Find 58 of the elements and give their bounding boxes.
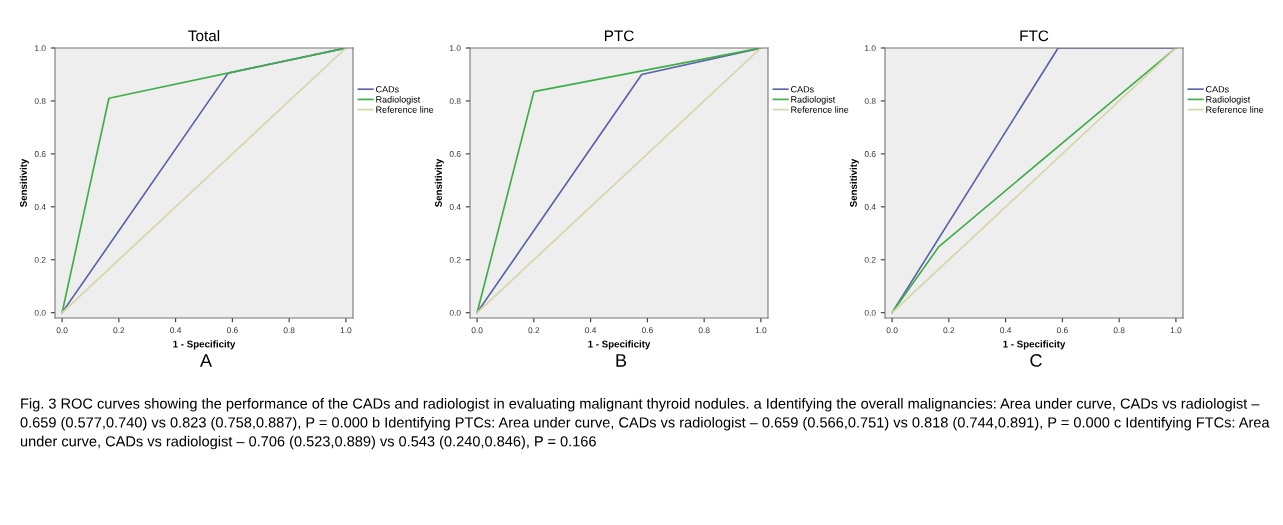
y-tick-label: 0.2 — [449, 256, 461, 263]
x-tick-label: 0.2 — [528, 327, 540, 334]
x-tick-label: 0.8 — [698, 327, 710, 334]
y-tick-label: 0.0 — [34, 309, 46, 316]
y-tick-label: 0.6 — [34, 151, 46, 157]
x-tick-label: 0.4 — [1000, 327, 1012, 334]
y-tick-label: 0.2 — [34, 256, 46, 263]
y-tick-label: 1.0 — [450, 45, 461, 52]
x-tick-label: 1.0 — [1170, 327, 1182, 334]
legend-label: Radiologist — [1206, 96, 1251, 105]
x-tick-label: 0.2 — [113, 327, 125, 334]
x-tick-label: 0.6 — [641, 327, 653, 334]
x-tick-label: 0.2 — [943, 327, 955, 334]
x-tick-label: 0.6 — [226, 327, 238, 334]
legend-label: Reference line — [791, 106, 849, 113]
x-tick-label: 0.0 — [886, 327, 898, 334]
legend-label: Radiologist — [376, 96, 421, 105]
x-tick-label: 0.0 — [471, 327, 483, 334]
chart-title: PTC — [604, 30, 634, 42]
y-tick-label: 0.0 — [864, 309, 876, 316]
text: C — [1030, 354, 1042, 367]
y-tick-label: 1.0 — [35, 45, 46, 52]
chart-title: FTC — [1020, 30, 1049, 42]
chart-title: Total — [188, 29, 220, 42]
y-axis-title: Sensitivity — [849, 158, 859, 208]
y-tick-label: 1.0 — [865, 45, 876, 52]
x-tick-label: 1.0 — [340, 327, 352, 334]
y-tick-label: 0.4 — [34, 204, 46, 210]
x-axis-title: 1 - Specificity — [1003, 340, 1066, 350]
x-tick-label: 0.0 — [56, 327, 68, 334]
legend-label: Radiologist — [791, 96, 836, 105]
y-axis-title: Sensitivity — [19, 158, 29, 208]
y-tick-label: 0.8 — [864, 98, 876, 105]
x-tick-label: 0.8 — [283, 327, 295, 334]
y-tick-label: 0.6 — [864, 151, 876, 157]
y-tick-label: 0.8 — [449, 98, 461, 105]
x-axis-title: 1 - Specificity — [173, 340, 236, 350]
legend-label: Reference line — [376, 106, 434, 113]
y-tick-label: 0.4 — [449, 204, 461, 210]
x-tick-label: 0.4 — [585, 327, 597, 334]
x-tick-label: 0.8 — [1113, 327, 1125, 334]
y-tick-label: 0.0 — [449, 309, 461, 316]
text: A — [200, 354, 212, 367]
y-axis-title: Sensitivity — [434, 158, 444, 208]
legend-label: Reference line — [1206, 106, 1264, 113]
legend-label: CADs — [376, 86, 399, 93]
x-tick-label: 0.4 — [170, 327, 182, 334]
caption: Fig. 3 ROC curves showing the performance of the CADs and radiologist in evaluating malignant thyroid nodules. a Identifying the overall malignancies: Area under curve, CADs vs radiologist – 0.659 (0.577,0.740) vs 0.823 (0.758,0.887), P = 0.000 b Identifying PTCs: Area under curve, CADs vs radiologist – 0.659 (0.566,0.751) vs 0.818 (0.744,0.891), P = 0.000 c Identifying FTCs: Area under curve, CADs vs radiologist – 0.706 (0.523,0.889) vs 0.543 (0.240,0.846), P = 0.166 — [20, 398, 1270, 450]
y-tick-label: 0.4 — [864, 204, 876, 210]
y-tick-label: 0.6 — [449, 151, 461, 157]
x-tick-label: 1.0 — [755, 327, 767, 334]
y-tick-label: 0.2 — [864, 256, 876, 263]
x-axis-title: 1 - Specificity — [588, 340, 651, 350]
legend-label: CADs — [791, 86, 814, 93]
y-tick-label: 0.8 — [34, 98, 46, 105]
legend-label: CADs — [1206, 86, 1229, 93]
x-tick-label: 0.6 — [1056, 327, 1068, 334]
text: B — [616, 354, 627, 367]
